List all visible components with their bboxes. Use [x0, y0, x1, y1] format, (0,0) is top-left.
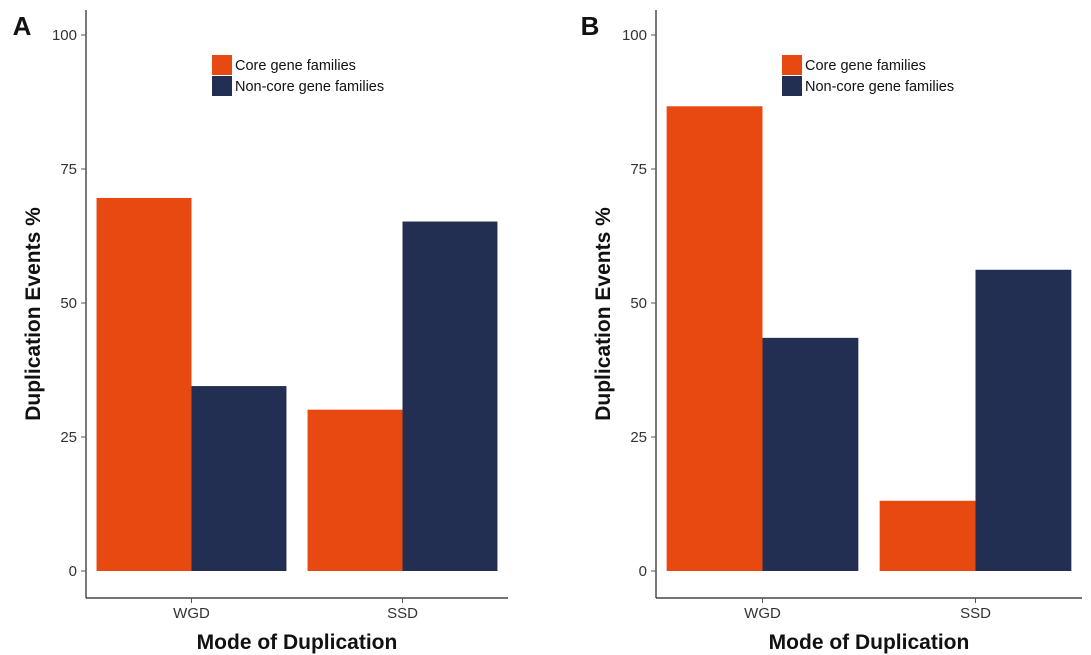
legend-swatch-non-core-gene-families [782, 76, 802, 96]
y-tick-label: 25 [60, 429, 77, 446]
legend-swatch-core-gene-families [782, 55, 802, 75]
y-axis-title: Duplication Events % [592, 207, 615, 421]
legend: Core gene families Non-core gene families [782, 55, 954, 96]
bar-ssd-non-core-gene-families [975, 269, 1072, 571]
y-tick-label: 50 [630, 295, 647, 312]
x-axis-title: Mode of Duplication [769, 631, 970, 654]
y-tick-label: 50 [60, 295, 77, 312]
y-tick-label: 100 [622, 27, 647, 44]
chart-panel-a: 0 25 50 75 100 WGD SSD Mode of Duplication Dupli… [13, 10, 508, 654]
legend-swatch-core-gene-families [212, 55, 232, 75]
bar-wgd-core-gene-families [666, 106, 763, 572]
legend-swatch-non-core-gene-families [212, 76, 232, 96]
x-tick-label: SSD [387, 605, 418, 622]
y-tick-label: 75 [630, 161, 647, 178]
y-tick-label: 100 [52, 27, 77, 44]
y-tick-label: 0 [639, 563, 647, 580]
legend-label: Core gene families [805, 58, 926, 74]
chart-panel-b: 0 25 50 75 100 WGD SSD Mode of Duplication Dupli… [581, 10, 1082, 654]
bar-ssd-core-gene-families [879, 500, 976, 571]
legend-label: Non-core gene families [805, 79, 954, 95]
y-tick-label: 25 [630, 429, 647, 446]
legend-label: Core gene families [235, 58, 356, 74]
bar-wgd-non-core-gene-families [762, 337, 859, 571]
x-tick-label: WGD [744, 605, 781, 622]
legend: Core gene families Non-core gene families [212, 55, 384, 96]
bar-wgd-core-gene-families [96, 197, 192, 571]
bar-ssd-non-core-gene-families [402, 221, 498, 571]
bar-ssd-core-gene-families [307, 409, 403, 571]
x-tick-label: SSD [960, 605, 991, 622]
legend-label: Non-core gene families [235, 79, 384, 95]
y-axis-title: Duplication Events % [22, 207, 45, 421]
y-tick-label: 0 [69, 563, 77, 580]
x-axis-title: Mode of Duplication [197, 631, 398, 654]
bar-wgd-non-core-gene-families [191, 386, 287, 571]
panel-label: B [581, 11, 600, 41]
y-tick-label: 75 [60, 161, 77, 178]
panel-label: A [13, 11, 32, 41]
x-tick-label: WGD [173, 605, 210, 622]
